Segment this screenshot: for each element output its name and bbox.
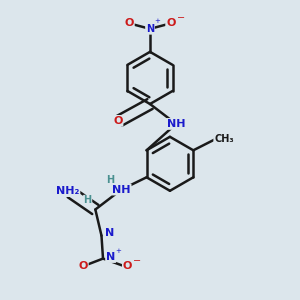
Text: +: + xyxy=(154,18,160,24)
Text: N: N xyxy=(106,252,115,262)
Text: CH₃: CH₃ xyxy=(214,134,234,144)
Text: −: − xyxy=(133,256,141,266)
Text: H: H xyxy=(84,195,92,205)
Text: +: + xyxy=(116,248,121,254)
Text: −: − xyxy=(177,13,185,23)
Text: O: O xyxy=(123,261,132,271)
Text: NH: NH xyxy=(167,119,185,129)
Text: N: N xyxy=(146,24,154,34)
Text: NH: NH xyxy=(112,184,131,195)
Text: N: N xyxy=(104,227,114,238)
Text: O: O xyxy=(113,116,122,126)
Text: H: H xyxy=(106,175,114,185)
Text: O: O xyxy=(78,261,88,271)
Text: O: O xyxy=(124,18,134,28)
Text: O: O xyxy=(166,18,176,28)
Text: NH₂: NH₂ xyxy=(56,186,80,196)
